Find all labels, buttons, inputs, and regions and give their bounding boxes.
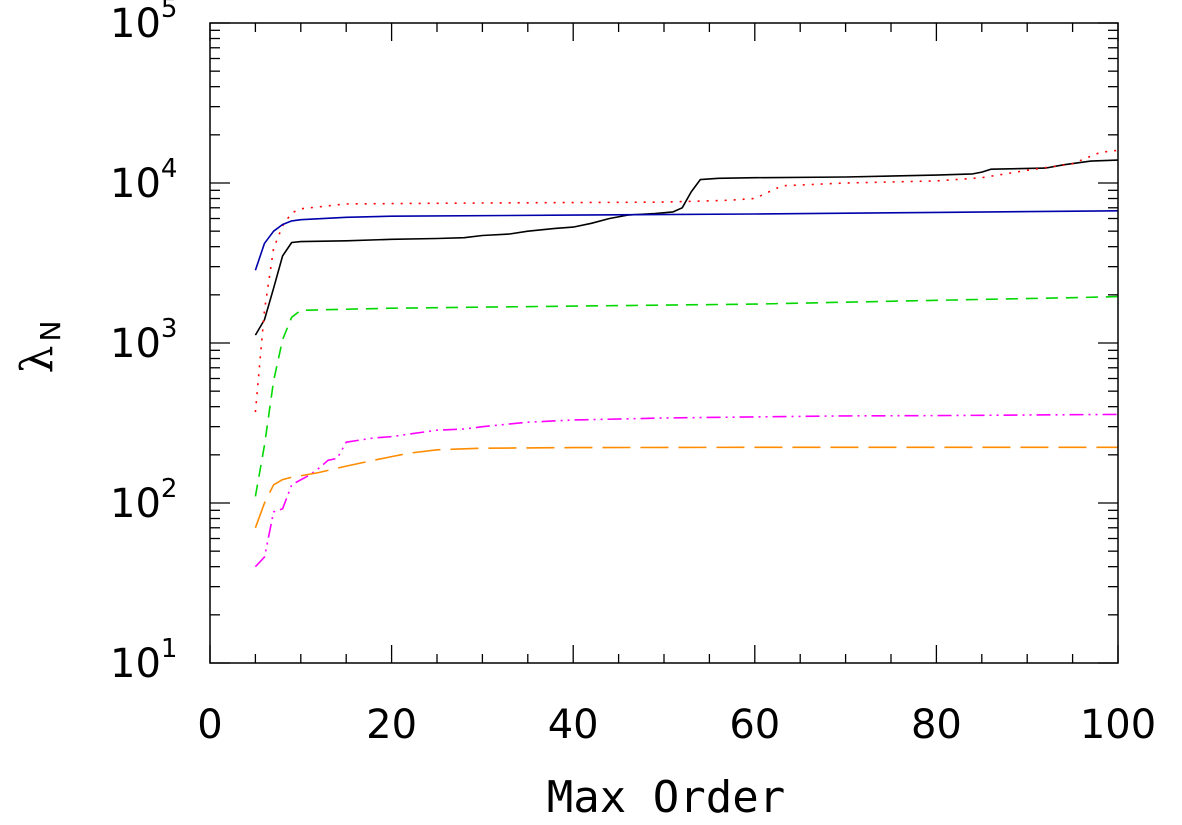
y-tick-label-exponent: 3 [161, 314, 178, 344]
x-tick-label: 60 [729, 702, 780, 748]
x-tick-label: 80 [911, 702, 962, 748]
y-tick-label-exponent: 1 [161, 634, 178, 664]
plot-frame [209, 22, 1119, 664]
y-tick-label-base: 10 [110, 481, 161, 527]
y-axis-title-subscript: N [34, 321, 67, 342]
series-line-3 [254, 210, 1119, 271]
y-tick-label: 102 [110, 474, 177, 527]
y-tick-label-exponent: 4 [161, 154, 178, 184]
tick-marks [209, 22, 1119, 664]
x-axis-title: Max Order [547, 772, 785, 823]
x-tick-label: 20 [366, 702, 417, 748]
y-axis-title-symbol: λ [12, 346, 63, 374]
y-tick-label-base: 10 [110, 161, 161, 207]
y-tick-label-base: 10 [110, 641, 161, 687]
x-tick-label: 100 [1080, 702, 1156, 748]
y-tick-label-base: 10 [110, 321, 161, 367]
series-line-2 [254, 149, 1119, 413]
x-tick-label: 40 [548, 702, 599, 748]
series-line-5 [254, 413, 1119, 568]
y-tick-label-base: 10 [110, 1, 161, 47]
series-line-1 [254, 159, 1119, 336]
y-tick-label: 101 [110, 634, 177, 687]
y-tick-label-exponent: 5 [161, 0, 178, 24]
y-tick-label: 103 [110, 314, 177, 367]
y-tick-label: 105 [110, 0, 177, 47]
y-axis-title: λ N [12, 321, 67, 374]
series-line-6 [254, 446, 1118, 529]
series-line-4 [254, 295, 1119, 497]
series-layer [254, 149, 1119, 568]
y-tick-label-exponent: 2 [161, 474, 178, 504]
y-tick-label: 104 [110, 154, 177, 207]
x-tick-labels: 0 20 40 60 80 100 [197, 702, 1156, 748]
x-tick-label: 0 [197, 702, 222, 748]
